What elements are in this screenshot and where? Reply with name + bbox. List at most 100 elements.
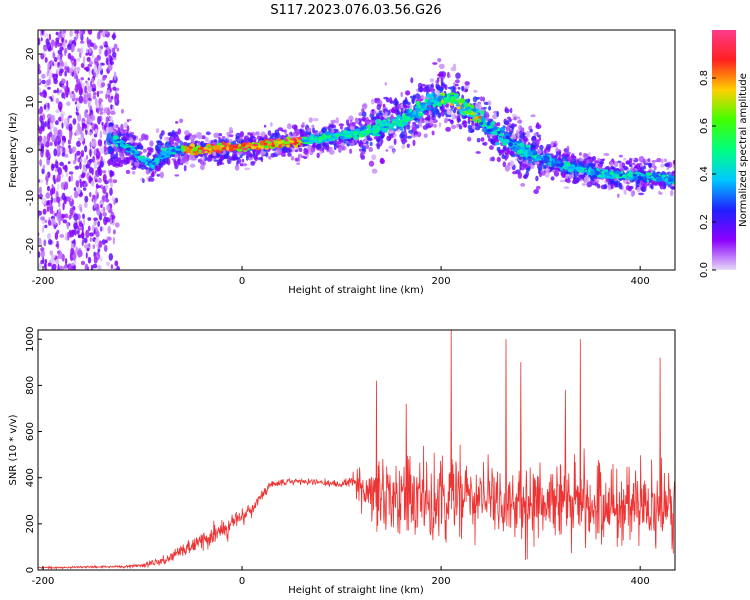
spectrogram-cell [297,155,301,162]
spectrogram-noise-cell [83,201,88,208]
spectrogram-ridge-cell [354,134,358,138]
spectrogram-cell [179,140,183,146]
spectrogram-noise-cell [99,111,104,115]
spectrogram-noise-cell [93,217,98,221]
spectrogram-cell [176,138,181,144]
spectrogram-cell [670,186,675,190]
spectrogram-ridge-cell [346,134,350,138]
spectrogram-noise-cell [94,98,98,106]
spectrogram-cell [282,146,288,153]
spectrogram-noise-cell [38,63,41,71]
spectrogram-cell [670,189,674,197]
spectrogram-cell [108,145,113,151]
spectrogram-noise-cell [69,67,74,73]
spectrogram-noise-cell [101,81,105,88]
spectrogram-ridge-cell [242,148,247,151]
spectrogram-noise-cell [94,179,98,183]
spectrogram-noise-cell [43,239,47,247]
spectrogram-cell [505,165,511,171]
spectrogram-noise-cell [38,69,42,75]
spectrogram-cell [496,146,501,150]
spectrogram-cell [113,153,116,160]
spectrogram-noise-cell [100,208,104,212]
spectrogram-cell [618,162,623,169]
spectrogram-noise-cell [108,253,114,261]
spectrogram-cell [265,151,269,157]
spectrogram-ridge-cell [449,102,454,107]
spectrogram-noise-cell [89,141,92,149]
spectrogram-cell [516,129,520,137]
spectrogram-noise-cell [57,49,63,55]
spectrogram-noise-cell [53,148,57,157]
spectrogram-noise-cell [73,252,77,260]
spectrogram-noise-cell [67,87,70,93]
spectrogram-ridge-cell [628,170,633,173]
spectrogram-cell [444,117,449,122]
spectrogram-cell [412,126,417,133]
spectrogram-cell [183,165,187,172]
spectrogram-noise-cell [93,219,97,226]
spectrogram-cell [402,99,409,105]
spectrogram-cell [244,167,251,171]
spectrogram-cell [308,117,313,123]
spectrogram-noise-cell [99,160,104,168]
spectrogram-noise-cell [75,129,80,136]
spectrogram-noise-cell [43,45,48,52]
spectrogram-noise-cell [86,93,90,99]
spectrogram-ridge-cell [548,156,552,160]
spectrogram-noise-cell [95,231,100,238]
spectrogram-cell [618,154,623,158]
spectrogram-ridge-cell [180,148,184,151]
spectrogram-noise-cell [58,65,63,70]
spectrogram-cell [128,118,132,122]
spectrogram-cell [220,154,224,160]
spectrogram-cell [155,166,160,172]
spectrogram-noise-cell [87,101,91,108]
spectrogram-ridge-cell [145,161,148,166]
spectrogram-cell [361,111,367,118]
spectrogram-noise-cell [62,165,67,170]
spectrogram-noise-cell [98,47,102,56]
spectrogram-noise-cell [87,97,92,102]
spectrogram-noise-cell [93,256,98,264]
spectrogram-cell [156,140,162,144]
spectrogram-noise-cell [55,37,60,42]
spectrogram-cell [626,181,630,185]
spectrogram-cell [136,144,141,150]
spectrogram-cell [396,108,400,115]
spectrogram-cell [512,134,516,140]
spectrogram-noise-cell [103,244,108,252]
spectrogram-noise-cell [78,234,82,239]
spectrogram-noise-cell [108,178,113,183]
spectrogram-noise-cell [85,52,89,56]
spectrogram-noise-cell [41,246,44,253]
spectrogram-ridge-cell [404,120,408,123]
spectrogram-cell [589,156,595,163]
spectrogram-noise-cell [68,147,73,155]
spectrogram-cell [602,158,605,162]
spectrogram-cell [401,144,406,149]
spectrogram-noise-cell [81,240,84,246]
spectrogram-noise-cell [58,136,61,142]
spectrogram-noise-cell [54,62,58,67]
spectrogram-noise-cell [84,85,87,94]
spectrogram-cell [201,142,206,148]
spectrogram-noise-cell [106,261,110,267]
spectrogram-noise-cell [57,250,63,260]
spectrogram-noise-cell [84,93,87,102]
spectrogram-cell [492,114,498,120]
spectrogram-cell [286,123,292,130]
spectrogram-cell [131,159,134,164]
spectrogram-ridge-cell [278,144,282,147]
spectrogram-cell [371,168,378,174]
spectrogram-cell [536,132,539,135]
spectrogram-noise-cell [43,135,47,145]
spectrogram-ridge-cell [274,142,278,147]
spectrogram-ridge-cell [401,123,405,127]
spectrogram-ridge-cell [502,140,506,145]
spectrogram-cell [174,141,178,146]
spectrogram-cell [201,135,206,140]
spectrogram-cell [505,126,511,131]
spectrogram-cell [203,161,206,166]
spectrogram-cell [451,113,457,120]
